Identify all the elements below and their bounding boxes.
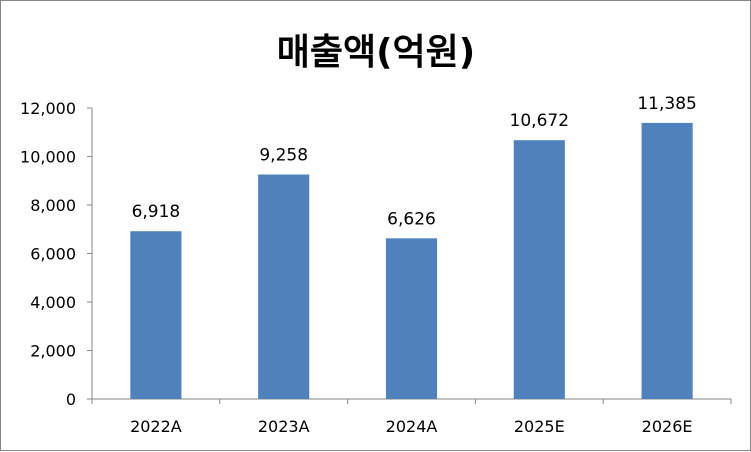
x-tick-label: 2025E [514,417,565,436]
chart-title: 매출액(억원) [277,32,476,73]
y-tick-label: 12,000 [20,99,76,118]
bar-2026e [641,122,693,399]
data-label-2024a: 6,626 [387,209,436,229]
y-tick-label: 8,000 [30,196,76,215]
y-tick-label: 4,000 [30,293,76,312]
bar-2023a [258,174,310,399]
data-label-2023a: 9,258 [259,145,308,165]
x-tick-label: 2024A [386,417,438,436]
data-label-2022a: 6,918 [132,202,181,222]
y-tick-label: 0 [66,390,76,409]
data-label-2026e: 11,385 [637,94,696,114]
y-tick-label: 6,000 [30,245,76,264]
data-label-2025e: 10,672 [510,111,569,131]
y-tick-label: 2,000 [30,342,76,361]
bar-2022a [130,231,182,399]
data-labels: 6,918 9,258 6,626 10,672 11,385 [132,94,697,229]
x-axis: 2022A 2023A 2024A 2025E 2026E [91,398,732,436]
x-tick-label: 2023A [258,417,310,436]
bars [130,122,693,400]
x-tick-label: 2022A [130,417,182,436]
x-tick-label: 2026E [642,417,693,436]
bar-2025e [513,140,565,400]
y-axis: 0 2,000 4,000 6,000 8,000 10,000 12,000 [20,99,93,409]
bar-2024a [385,238,438,399]
y-tick-label: 10,000 [20,148,76,167]
